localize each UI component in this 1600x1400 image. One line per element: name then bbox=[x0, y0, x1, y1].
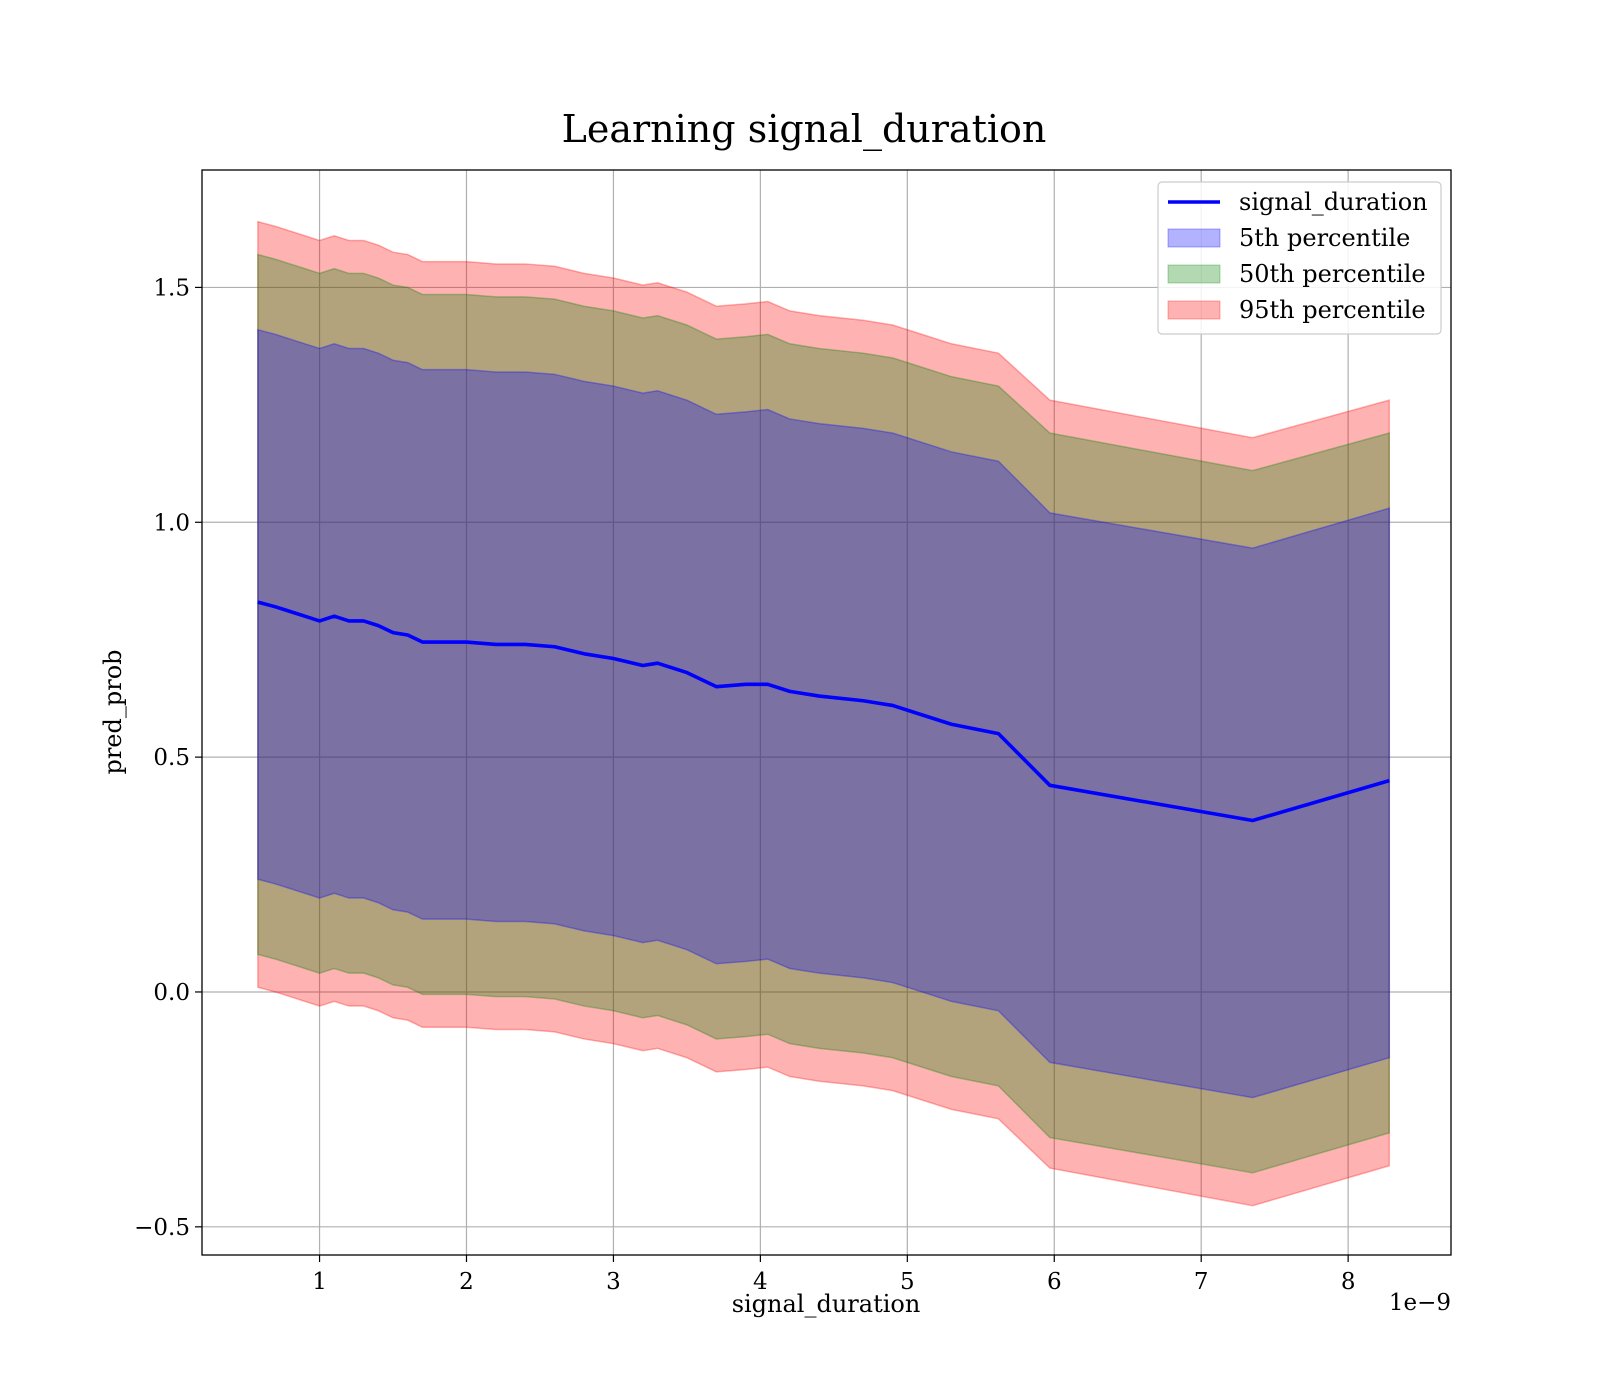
x-tick-label: 1 bbox=[312, 1269, 327, 1295]
x-offset-label: 1e−9 bbox=[1389, 1290, 1451, 1316]
y-tick-label: −0.5 bbox=[134, 1215, 190, 1241]
chart-title: Learning signal_duration bbox=[562, 107, 1047, 152]
band-50th-percentile bbox=[257, 253, 1391, 1174]
y-tick-label: 1.5 bbox=[153, 275, 190, 301]
band-layer bbox=[257, 220, 1391, 1207]
x-tick-label: 3 bbox=[606, 1269, 621, 1295]
band-5th-percentile bbox=[257, 328, 1391, 1099]
x-tick-label: 2 bbox=[459, 1269, 474, 1295]
legend-label: 95th percentile bbox=[1239, 296, 1426, 324]
y-tick-label: 0.0 bbox=[153, 980, 190, 1006]
x-tick-label: 5 bbox=[900, 1269, 915, 1295]
tick-layer: 1 2 3 4 5 6 7 8 −0.5 0.0 0.5 1.0 1.5 bbox=[134, 275, 1355, 1295]
x-axis-label: signal_duration bbox=[732, 1290, 921, 1318]
legend: signal_duration 5th percentile 50th percen… bbox=[1157, 181, 1442, 335]
legend-label: 5th percentile bbox=[1239, 224, 1410, 252]
x-tick-label: 8 bbox=[1341, 1269, 1356, 1295]
band-95th-percentile bbox=[257, 220, 1391, 1207]
y-axis-label: pred_prob bbox=[99, 649, 127, 774]
x-tick-label: 4 bbox=[753, 1269, 768, 1295]
grid-layer bbox=[202, 170, 1451, 1255]
y-tick-label: 0.5 bbox=[153, 745, 190, 771]
series-line-signal_duration bbox=[257, 600, 1390, 823]
legend-patch-swatch bbox=[1167, 264, 1221, 284]
legend-patch-swatch bbox=[1167, 300, 1221, 320]
legend-label: 50th percentile bbox=[1239, 260, 1426, 288]
legend-label: signal_duration bbox=[1239, 188, 1428, 216]
x-tick-label: 7 bbox=[1194, 1269, 1209, 1295]
plot-frame bbox=[201, 169, 1452, 1256]
legend-patch-swatch bbox=[1167, 228, 1221, 248]
x-tick-label: 6 bbox=[1047, 1269, 1062, 1295]
line-layer bbox=[257, 600, 1390, 823]
y-tick-label: 1.0 bbox=[153, 510, 190, 536]
legend-box bbox=[1157, 181, 1442, 335]
